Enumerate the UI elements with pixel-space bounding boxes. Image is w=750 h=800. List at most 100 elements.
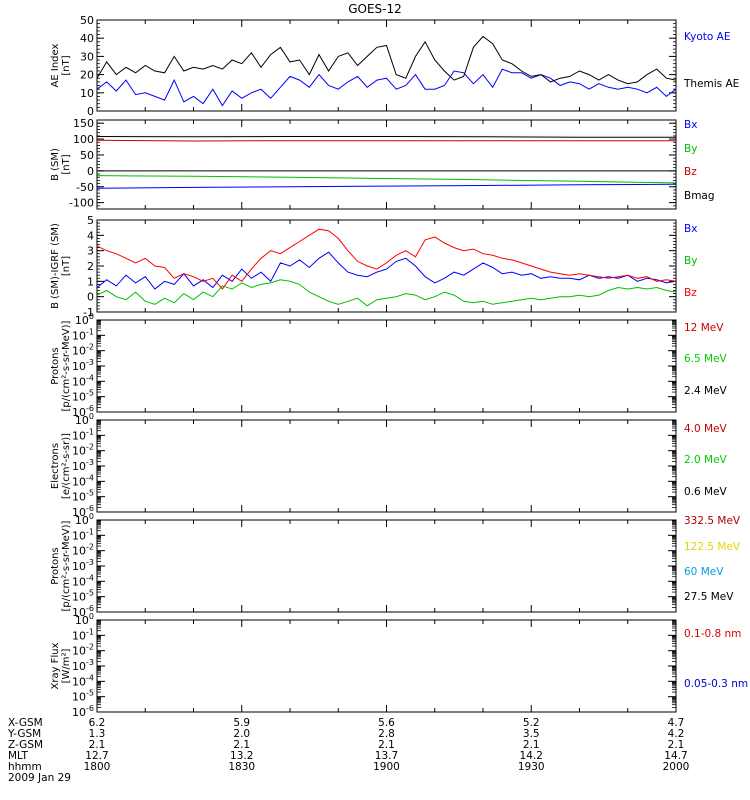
footer-row-label: Z-GSM (8, 739, 43, 751)
footer-value: 1.3 (89, 728, 106, 740)
legend-label: Bx (684, 223, 697, 235)
footer-value: 1830 (228, 761, 255, 773)
y-tick-label: 10 (80, 87, 94, 100)
series-line-bz (96, 139, 676, 142)
y-tick-label: 10-4 (72, 673, 94, 688)
footer-value: 14.7 (664, 750, 687, 762)
y-tick-label: 10-3 (72, 558, 94, 573)
legend-label: Kyoto AE (684, 31, 730, 43)
footer-date: 2009 Jan 29 (8, 772, 71, 784)
legend-label: 60 MeV (684, 566, 724, 578)
legend-label: Themis AE (683, 78, 739, 90)
legend-label: Bx (684, 119, 697, 131)
y-tick-label: 4 (87, 229, 94, 242)
footer-row-label: hhmm (8, 761, 42, 773)
series-line-kyoto-ae (96, 68, 677, 107)
y-tick-label: 10-1 (72, 527, 94, 542)
y-axis-label: [e/(cm²-s-sr)] (61, 433, 72, 499)
legend-label: 332.5 MeV (684, 515, 741, 527)
y-axis-label: [nT] (61, 256, 72, 276)
series-line-themis-ae (96, 35, 677, 85)
y-tick-label: 5 (87, 214, 94, 227)
series-line-bmag (96, 136, 676, 138)
footer-value: 5.6 (378, 717, 395, 729)
y-tick-label: 30 (80, 50, 94, 63)
y-tick-label: 2 (87, 260, 94, 273)
plot-frame (96, 119, 677, 210)
y-axis-label: B (SM)-IGRF (SM) (50, 223, 61, 309)
y-tick-label: 100 (75, 612, 94, 627)
legend-label: 0.05-0.3 nm (684, 678, 748, 690)
legend-label: 12 MeV (684, 322, 724, 334)
y-tick-label: 10-3 (72, 458, 94, 473)
y-tick-label: 10-2 (72, 443, 94, 458)
legend-label: 0.1-0.8 nm (684, 628, 741, 640)
y-tick-label: 10-4 (72, 473, 94, 488)
legend-label: 122.5 MeV (684, 541, 741, 553)
series-line-bx (96, 183, 677, 189)
footer-value: 2.1 (233, 739, 250, 751)
y-tick-label: 50 (80, 14, 94, 27)
y-tick-label: 10-5 (72, 489, 94, 504)
figure-title: GOES-12 (348, 2, 402, 16)
legend-label: 0.6 MeV (684, 486, 728, 498)
footer-row-label: X-GSM (8, 717, 43, 729)
series-line-by (96, 279, 677, 307)
footer-value: 13.7 (375, 750, 398, 762)
legend-label: 27.5 MeV (684, 591, 734, 603)
panel-bigrf: -1 0 1 2 3 4 5 B (SM)-IGRF (SM) [nT] Bx By Bz (50, 214, 697, 319)
footer-value: 14.2 (520, 750, 543, 762)
y-tick-label: 10-1 (72, 427, 94, 442)
footer-row-label: MLT (8, 750, 28, 762)
y-tick-label: 10-4 (72, 573, 94, 588)
y-tick-label: 0 (87, 105, 94, 118)
plot-frame (96, 319, 677, 413)
footer-value: 1800 (84, 761, 111, 773)
y-axis-label: [p/(cm²-s-sr-MeV)] (61, 520, 72, 611)
y-axis-label: Electrons (50, 443, 61, 489)
y-tick-label: 10-2 (72, 643, 94, 658)
y-tick-label: -100 (69, 197, 94, 210)
footer-value: 4.2 (668, 728, 685, 740)
y-tick-label: -50 (76, 181, 94, 194)
y-tick-label: 1 (87, 275, 94, 288)
y-tick-label: 20 (80, 69, 94, 82)
footer-value: 2.1 (89, 739, 106, 751)
plot-frame (96, 519, 677, 613)
y-tick-label: -1 (83, 306, 94, 319)
y-tick-label: 10-3 (72, 658, 94, 673)
y-tick-label: 150 (73, 117, 94, 130)
plot-frame (96, 419, 677, 513)
y-tick-label: 10-3 (72, 358, 94, 373)
y-axis-label: B (SM) (50, 148, 61, 181)
y-axis-label: Protons (50, 547, 61, 584)
series-line-bz (96, 228, 677, 290)
legend-label: Bmag (684, 190, 715, 202)
footer-row-label: Y-GSM (7, 728, 41, 740)
footer-value: 5.2 (523, 717, 540, 729)
footer-value: 1930 (518, 761, 545, 773)
legend-label: 2.4 MeV (684, 385, 728, 397)
y-tick-label: 10-2 (72, 543, 94, 558)
y-axis-label: Xray Flux (50, 642, 61, 689)
panel-bsm: -100 -50 0 50 100 150 B (SM) [nT] Bx By Bz Bmag (50, 117, 715, 209)
footer-value: 5.9 (233, 717, 250, 729)
footer-value: 1900 (373, 761, 400, 773)
footer-value: 2.1 (378, 739, 395, 751)
y-tick-label: 10-5 (72, 589, 94, 604)
legend-label: Bz (684, 166, 697, 178)
y-tick-label: 10-5 (72, 389, 94, 404)
footer-value: 2.1 (668, 739, 685, 751)
legend-label: 2.0 MeV (684, 454, 728, 466)
plot-frame (96, 19, 677, 112)
y-axis-label: Protons (50, 347, 61, 384)
y-tick-label: 10-1 (72, 627, 94, 642)
y-tick-label: 40 (80, 32, 94, 45)
footer-value: 2.1 (523, 739, 540, 751)
legend-label: 4.0 MeV (684, 423, 728, 435)
